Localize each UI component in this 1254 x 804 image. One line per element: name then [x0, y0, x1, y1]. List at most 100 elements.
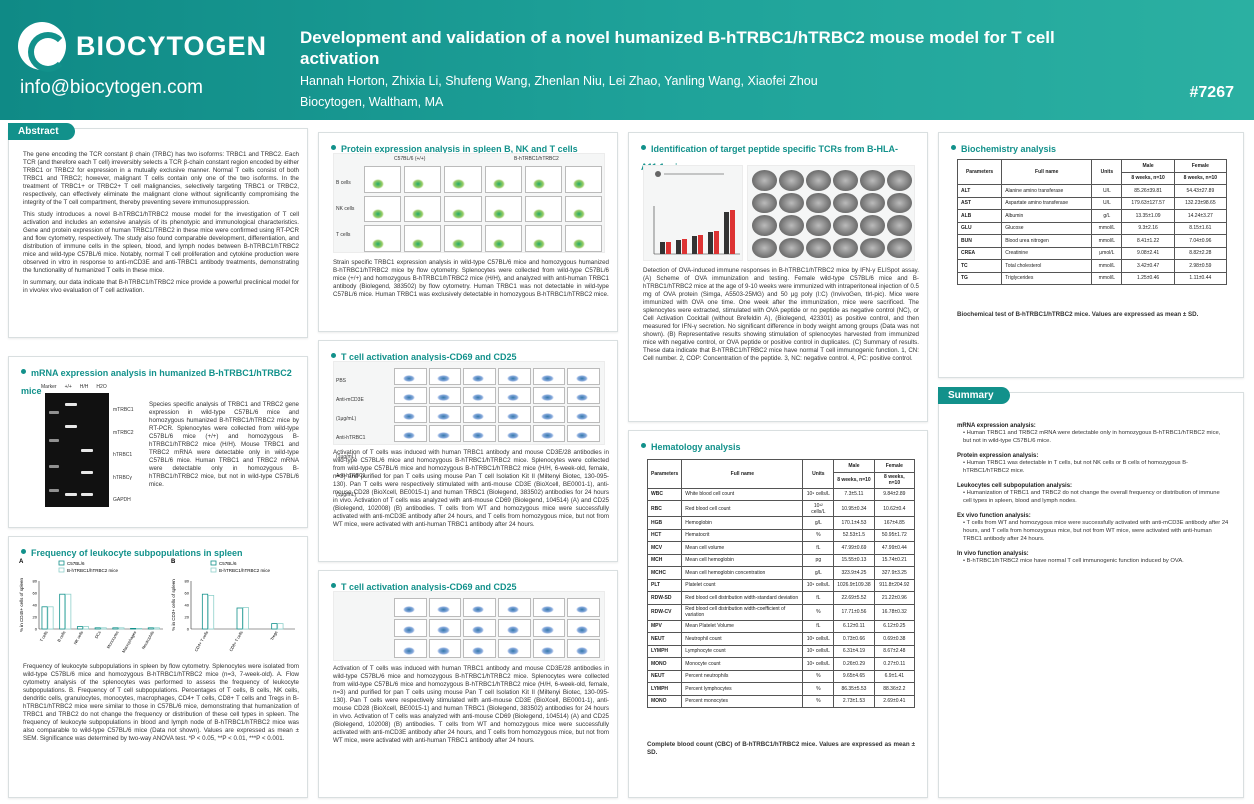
y-tick-label: 20 — [185, 615, 190, 620]
tcell-activation-title: T cell activation analysis-CD69 and CD25 — [341, 352, 517, 362]
tcell-activation-title: T cell activation analysis-CD69 and CD25 — [341, 582, 517, 592]
table-header: Male — [1121, 159, 1175, 173]
table-cell: fL — [802, 619, 835, 633]
activation-plot — [463, 598, 496, 617]
gel-row-label: mTRBC2 — [113, 429, 134, 436]
table-row: AST Aspartate amino transferase U/L 179.63±… — [956, 196, 1228, 210]
flow-plot — [444, 225, 482, 252]
contact-email[interactable]: info@biocytogen.com — [20, 77, 203, 98]
table-header: Male — [833, 459, 875, 473]
bar — [271, 623, 278, 630]
summary-item-text: Humanization of TRBC1 and TRBC2 do not c… — [963, 490, 1220, 504]
gel-lane-labels: Marker +/+ H/H H2O — [41, 384, 107, 390]
table-cell: Aspartate amino transferase — [1001, 196, 1093, 210]
activation-plot — [463, 387, 496, 404]
table-cell: 15.55±0.13 — [833, 553, 875, 567]
table-row: ALB Albumin g/L 13.35±1.09 14.24±3.27 — [956, 209, 1228, 223]
table-cell: 2.98±0.59 — [1173, 259, 1228, 273]
table-cell: 88.36±2.2 — [873, 682, 916, 696]
authors: Hannah Horton, Zhixia Li, Shufeng Wang, … — [300, 74, 818, 88]
flow-plot — [564, 166, 602, 193]
bar — [147, 627, 154, 630]
table-cell: 2.73±1.53 — [833, 694, 875, 708]
legend-label: C57BL/6 — [67, 561, 85, 566]
table-cell: 10⁹ cells/L — [802, 632, 835, 646]
table-cell: % — [802, 669, 835, 683]
flow-plot — [564, 195, 602, 223]
elispot-well — [887, 192, 912, 213]
summary-item: • B-hTRBC1/hTRBC2 mice have normal T cel… — [963, 557, 1229, 565]
summary-label: Summary — [938, 387, 1010, 404]
activation-plot — [567, 387, 600, 404]
table-cell: HCT — [646, 528, 683, 542]
y-tick-label: 0 — [35, 627, 38, 632]
table-cell: 170.1±4.53 — [833, 516, 875, 530]
panel-label: A — [19, 559, 24, 565]
table-cell: g/L — [802, 516, 835, 530]
table-cell: 6.31±4.19 — [833, 644, 875, 658]
table-subheader: 8 weeks, n=10 — [1173, 171, 1228, 185]
table-cell: 16.78±0.32 — [873, 603, 916, 621]
bar — [82, 626, 89, 630]
logo: BIOCYTOGEN — [18, 22, 267, 72]
activation-plot — [463, 639, 496, 658]
bullet-icon — [641, 443, 646, 449]
tcell-activation-caption-1: Activation of T cells was induced with h… — [333, 449, 609, 528]
table-cell: TC — [956, 259, 1003, 273]
elispot-well — [833, 170, 858, 191]
table-cell: MPV — [646, 619, 683, 633]
table-cell: 7.3±5.11 — [833, 487, 875, 501]
activation-plot — [567, 639, 600, 658]
table-cell: 10⁹ cells/L — [802, 657, 835, 671]
table-cell: mmol/L — [1091, 259, 1123, 273]
elispot-bar-chart — [653, 171, 740, 255]
mrna-title: mRNA expression analysis in humanized B-… — [21, 368, 292, 396]
table-cell: NEUT — [646, 669, 683, 683]
bar — [242, 607, 249, 630]
table-row: NEUT Neutrophil count 10⁹ cells/L 0.73±0.66… — [646, 632, 916, 646]
bullet-icon — [641, 145, 646, 151]
hematology-table: Parameters Full name Units Male Female 8 week… — [646, 459, 916, 708]
bullet-icon — [331, 353, 336, 359]
table-cell: fL — [802, 591, 835, 605]
activation-plot — [394, 598, 427, 617]
table-cell: BUN — [956, 234, 1003, 248]
flow-plot — [404, 166, 442, 193]
bullet-icon — [331, 145, 336, 151]
activation-plot — [498, 618, 531, 638]
table-cell: 0.27±0.11 — [873, 657, 916, 671]
summary-item: • Humanization of TRBC1 and TRBC2 do not… — [963, 489, 1229, 505]
table-row: PLT Platelet count 10⁹ cells/L 1026.9±109.3… — [646, 578, 916, 592]
mrna-panel: mRNA expression analysis in humanized B-… — [8, 356, 308, 528]
abstract-panel: Abstract The gene encoding the TCR const… — [8, 123, 308, 338]
y-tick-label: 40 — [185, 603, 190, 608]
affiliation: Biocytogen, Waltham, MA — [300, 95, 444, 109]
table-cell: 10.62±0.4 — [873, 500, 916, 517]
table-header: Full name — [681, 459, 804, 489]
table-cell: 10⁹ cells/L — [802, 487, 835, 501]
table-cell: 911.8±204.92 — [873, 578, 916, 592]
flow-plot — [484, 195, 522, 223]
table-cell: 50.95±1.72 — [873, 528, 916, 542]
tcr-panel: Identification of target peptide specifi… — [628, 132, 928, 422]
row-label: T cells — [336, 232, 351, 238]
table-cell: mmol/L — [1091, 271, 1123, 285]
lane-label: H2O — [96, 384, 107, 390]
table-cell: Blood urea nitrogen — [1001, 234, 1093, 248]
table-row: HCT Hematocrit% 52.53±1.5 50.95±1.72 — [646, 528, 916, 542]
y-tick-label: 60 — [185, 591, 190, 596]
table-cell: TG — [956, 271, 1003, 285]
activation-plot — [463, 406, 496, 423]
bullet-icon: • — [963, 460, 967, 466]
flow-plot — [404, 225, 442, 252]
table-cell: 9.84±2.89 — [873, 487, 916, 501]
table-cell: 3.42±0.47 — [1121, 259, 1175, 273]
elispot-well — [806, 170, 831, 191]
elispot-well — [752, 237, 777, 258]
table-cell: 21.22±0.96 — [873, 591, 916, 605]
bar — [201, 593, 209, 630]
table-cell: Triglycerides — [1001, 271, 1093, 285]
summary-item: • Human TRBC1 was detectable in T cells,… — [963, 459, 1229, 475]
x-tick-label: Tregs — [269, 630, 278, 641]
activation-plot — [532, 387, 566, 404]
